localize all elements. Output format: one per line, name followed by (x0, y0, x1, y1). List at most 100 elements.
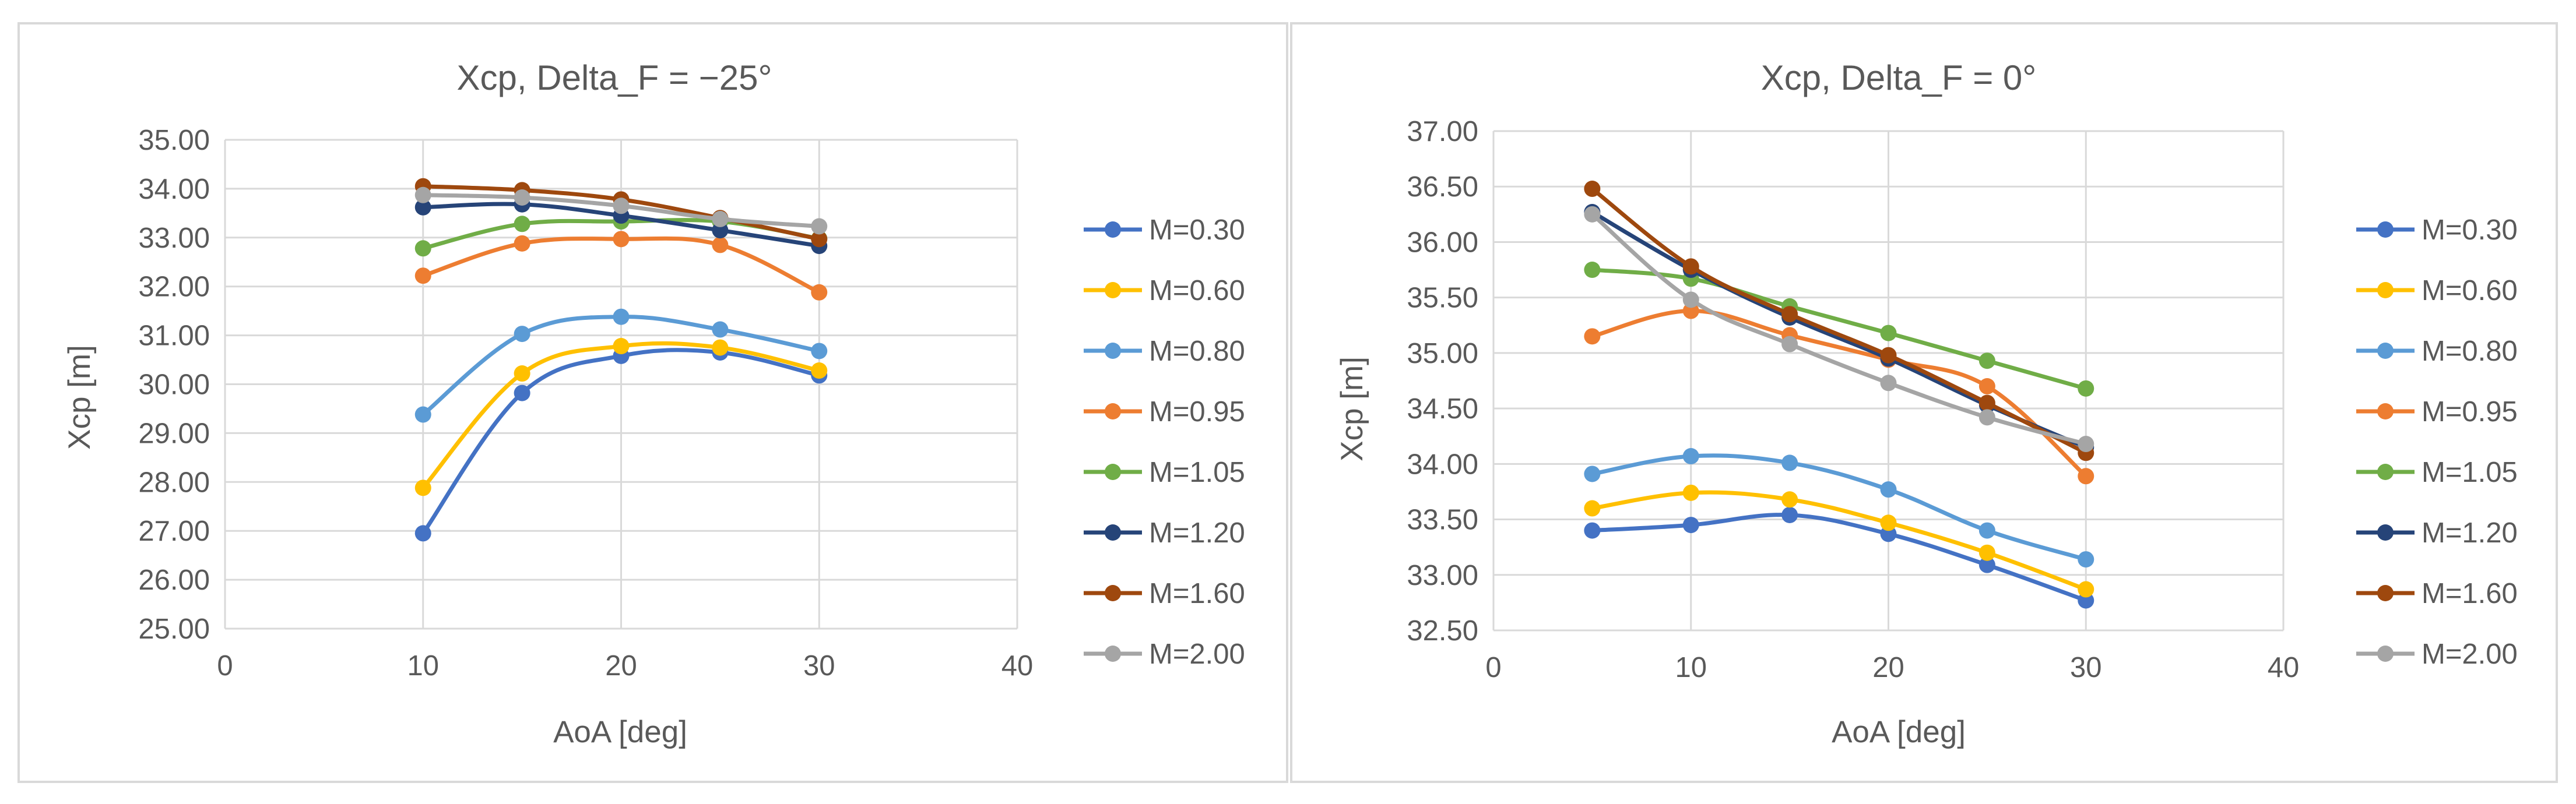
data-point (414, 267, 431, 284)
legend-label: M=1.20 (1149, 517, 1245, 549)
series-M=0.95 (414, 231, 828, 301)
data-point (1978, 378, 1995, 395)
data-point (514, 216, 530, 232)
series-M=0.80 (1584, 448, 2094, 568)
y-tick-label: 33.00 (1407, 560, 1478, 591)
y-tick-label: 33.50 (1407, 505, 1478, 536)
data-point (514, 365, 530, 382)
x-tick-label: 30 (2070, 652, 2102, 683)
y-tick-label: 26.00 (138, 565, 210, 596)
data-point (1584, 206, 1601, 223)
y-tick-label: 34.50 (1407, 393, 1478, 425)
data-point (1682, 258, 1699, 275)
series-M=0.95 (1584, 302, 2094, 485)
data-point (414, 186, 431, 203)
data-point (712, 237, 729, 253)
legend-entry: M=1.05 (2356, 457, 2518, 488)
data-point (613, 338, 630, 355)
legend-label: M=0.80 (2422, 336, 2518, 367)
series-M=1.60 (1584, 181, 2094, 461)
legend-label: M=0.80 (1149, 336, 1245, 367)
data-point (1781, 306, 1798, 323)
data-point (2078, 581, 2094, 598)
legend-swatch-marker (2377, 403, 2394, 419)
data-point (1880, 325, 1897, 341)
x-tick-label: 10 (1675, 652, 1707, 683)
x-tick-label: 40 (2268, 652, 2300, 683)
data-point (2078, 380, 2094, 397)
data-point (2078, 436, 2094, 453)
legend-entry: M=1.20 (2356, 517, 2518, 549)
legend-swatch-marker (2377, 282, 2394, 298)
data-point (613, 198, 630, 214)
data-point (613, 231, 630, 248)
data-point (1682, 517, 1699, 534)
data-point (1584, 181, 1601, 198)
series-M=0.60 (1584, 484, 2094, 598)
data-point (811, 362, 828, 379)
legend-label: M=0.95 (2422, 396, 2518, 428)
chart-title: Xcp, Delta_F = 0° (1761, 58, 2037, 97)
legend-label: M=1.05 (2422, 457, 2518, 488)
chart-left: Xcp, Delta_F = −25° AoA [deg] Xcp [m] 25… (62, 58, 1245, 749)
data-point (2078, 551, 2094, 568)
data-point (514, 385, 530, 401)
legend-swatch-marker (2377, 524, 2394, 541)
legend-entry: M=0.80 (1084, 336, 1245, 367)
y-tick-label: 36.00 (1407, 227, 1478, 258)
data-point (1781, 454, 1798, 471)
data-point (514, 326, 530, 343)
legend-entry: M=2.00 (2356, 639, 2518, 670)
y-tick-label: 29.00 (138, 418, 210, 449)
data-point (1880, 481, 1897, 498)
x-tick-label: 0 (1485, 652, 1501, 683)
y-axis-label: Xcp [m] (1335, 357, 1369, 461)
gridlines (1492, 130, 2285, 632)
legend-entry: M=1.20 (1084, 517, 1245, 549)
legend-swatch-marker (1105, 221, 1121, 238)
data-point (1978, 556, 1995, 573)
legend-label: M=0.95 (1149, 396, 1245, 428)
legend-swatch-marker (1105, 646, 1121, 662)
series-line (1591, 453, 2087, 562)
data-point (1584, 328, 1601, 345)
x-axis-label: AoA [deg] (553, 715, 687, 749)
chart-panel-left: Xcp, Delta_F = −25° AoA [deg] Xcp [m] 25… (17, 22, 1288, 783)
data-point (414, 479, 431, 496)
y-tick-label: 30.00 (138, 369, 210, 401)
series-line (1591, 213, 2087, 446)
legend-entry: M=0.80 (2356, 336, 2518, 367)
legend-entry: M=0.60 (2356, 275, 2518, 306)
legend-label: M=0.60 (2422, 275, 2518, 306)
x-tick-label: 20 (1872, 652, 1904, 683)
legend-entry: M=0.30 (1084, 214, 1245, 246)
legend-entry: M=0.30 (2356, 214, 2518, 246)
data-point (414, 240, 431, 257)
y-tick-label: 37.00 (1407, 116, 1478, 147)
series-line (1592, 267, 2087, 391)
y-axis-label: Xcp [m] (62, 345, 97, 450)
x-tick-label: 30 (803, 650, 835, 682)
legend-label: M=1.20 (2422, 517, 2518, 549)
legend-label: M=2.00 (2422, 639, 2518, 670)
data-point (1880, 375, 1897, 392)
legend-label: M=1.60 (1149, 578, 1245, 609)
x-tick-label: 20 (605, 650, 637, 682)
legend-swatch-marker (2377, 585, 2394, 601)
data-point (1584, 466, 1601, 482)
chart-title: Xcp, Delta_F = −25° (457, 58, 772, 97)
series-M=2.00 (1584, 206, 2094, 453)
data-point (1682, 448, 1699, 465)
series-M=0.60 (414, 338, 828, 496)
series-M=2.00 (414, 186, 828, 235)
legend-swatch-marker (1105, 282, 1121, 298)
chart-right: Xcp, Delta_F = 0° AoA [deg] Xcp [m] 32.5… (1335, 58, 2518, 749)
data-point (1978, 409, 1995, 426)
legend-swatch-marker (1105, 403, 1121, 419)
x-axis-label: AoA [deg] (1832, 715, 1966, 749)
legend-entry: M=1.60 (1084, 578, 1245, 609)
data-point (712, 210, 729, 227)
series-M=1.05 (1584, 262, 2094, 397)
data-point (514, 235, 530, 252)
y-tick-label: 34.00 (138, 174, 210, 205)
